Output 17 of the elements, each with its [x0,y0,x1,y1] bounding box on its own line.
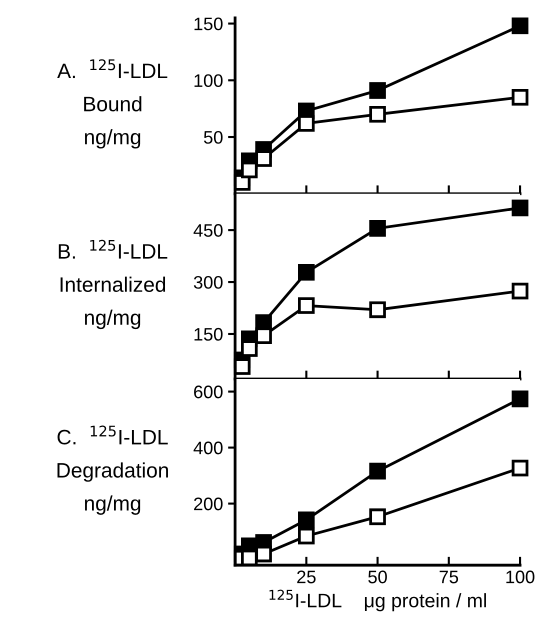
x-tick-label: 25 [297,570,316,584]
y-tick-label: 100 [194,74,223,88]
y-tick-label: 150 [194,18,223,30]
y-axis-title: C. $^{125}$I-LDL Degradation ng/mg [58,426,168,515]
x-tick-label: 75 [440,570,458,584]
x-axis-title: $^{125}$I-LDL μg protein / ml [269,590,486,612]
y-tick-label: 600 [194,386,223,398]
y-axis-title: A. $^{125}$I-LDL Bound ng/mg [57,59,168,149]
y-tick-label: 200 [194,498,223,510]
y-tick-label: 150 [194,328,223,341]
y-tick-label: 450 [194,224,223,237]
y-tick-label: 300 [194,276,223,289]
y-axis-title: B. $^{125}$I-LDL Internalized ng/mg [58,240,168,330]
x-tick-label: 100 [506,570,534,584]
y-tick-label: 50 [204,130,223,144]
y-tick-label: 400 [194,442,223,454]
x-tick-label: 50 [368,570,387,584]
